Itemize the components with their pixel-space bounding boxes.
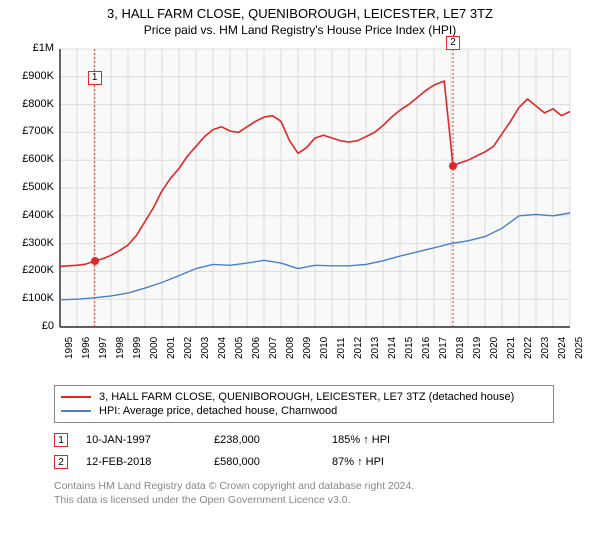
x-axis-label: 2004 [217,337,228,359]
x-axis-label: 1995 [64,337,75,359]
y-axis-label: £500K [16,181,54,193]
row-date: 10-JAN-1997 [86,434,196,446]
y-axis-label: £1M [16,42,54,54]
transaction-table: 1 10-JAN-1997 £238,000 185% ↑ HPI 2 12-FEB-20… [54,429,554,473]
x-axis-label: 1999 [132,337,143,359]
x-axis-label: 2002 [183,337,194,359]
marker-dot-1 [91,257,99,265]
row-date: 12-FEB-2018 [86,456,196,468]
x-axis-label: 1998 [115,337,126,359]
y-axis-label: £0 [16,320,54,332]
y-axis-label: £100K [16,292,54,304]
x-axis-label: 1996 [81,337,92,359]
row-marker: 1 [54,433,68,447]
legend-label: 3, HALL FARM CLOSE, QUENIBOROUGH, LEICES… [99,391,514,403]
marker-label-2: 2 [446,36,460,50]
x-axis-label: 1997 [98,337,109,359]
x-axis-label: 2020 [489,337,500,359]
legend-label: HPI: Average price, detached house, Char… [99,405,337,417]
x-axis-label: 2018 [455,337,466,359]
x-axis-label: 2007 [268,337,279,359]
x-axis-label: 2008 [285,337,296,359]
x-axis-label: 2022 [523,337,534,359]
transaction-row: 1 10-JAN-1997 £238,000 185% ↑ HPI [54,429,554,451]
marker-label-1: 1 [88,71,102,85]
y-axis-label: £400K [16,209,54,221]
x-axis-label: 2010 [319,337,330,359]
chart-svg [16,45,576,375]
footer-line2: This data is licensed under the Open Gov… [54,493,590,507]
marker-dot-2 [449,162,457,170]
legend: 3, HALL FARM CLOSE, QUENIBOROUGH, LEICES… [54,385,554,423]
y-axis-label: £300K [16,237,54,249]
y-axis-label: £700K [16,125,54,137]
x-axis-label: 2012 [353,337,364,359]
x-axis-label: 2001 [166,337,177,359]
legend-item: 3, HALL FARM CLOSE, QUENIBOROUGH, LEICES… [61,390,547,404]
row-marker: 2 [54,455,68,469]
x-axis-label: 2021 [506,337,517,359]
x-axis-label: 2003 [200,337,211,359]
x-axis-label: 2017 [438,337,449,359]
x-axis-label: 2013 [370,337,381,359]
x-axis-label: 2014 [387,337,398,359]
x-axis-label: 2024 [557,337,568,359]
y-axis-label: £200K [16,264,54,276]
x-axis-label: 2016 [421,337,432,359]
x-axis-label: 2025 [574,337,585,359]
chart-subtitle: Price paid vs. HM Land Registry's House … [10,23,590,37]
row-price: £238,000 [214,434,314,446]
x-axis-label: 2019 [472,337,483,359]
x-axis-label: 2023 [540,337,551,359]
x-axis-label: 2011 [336,337,347,359]
row-price: £580,000 [214,456,314,468]
x-axis-label: 2000 [149,337,160,359]
x-axis-label: 2015 [404,337,415,359]
x-axis-label: 2006 [251,337,262,359]
row-pct: 87% ↑ HPI [332,456,384,468]
legend-item: HPI: Average price, detached house, Char… [61,404,547,418]
x-axis-label: 2009 [302,337,313,359]
chart-title: 3, HALL FARM CLOSE, QUENIBOROUGH, LEICES… [10,6,590,21]
row-pct: 185% ↑ HPI [332,434,390,446]
transaction-row: 2 12-FEB-2018 £580,000 87% ↑ HPI [54,451,554,473]
y-axis-label: £600K [16,153,54,165]
footer-attribution: Contains HM Land Registry data © Crown c… [54,479,590,507]
y-axis-label: £800K [16,98,54,110]
legend-swatch [61,396,91,398]
legend-swatch [61,410,91,412]
price-chart: £0 £100K £200K £300K £400K £500K £600K £700K £80… [16,45,576,375]
y-axis-label: £900K [16,70,54,82]
footer-line1: Contains HM Land Registry data © Crown c… [54,479,590,493]
x-axis-label: 2005 [234,337,245,359]
